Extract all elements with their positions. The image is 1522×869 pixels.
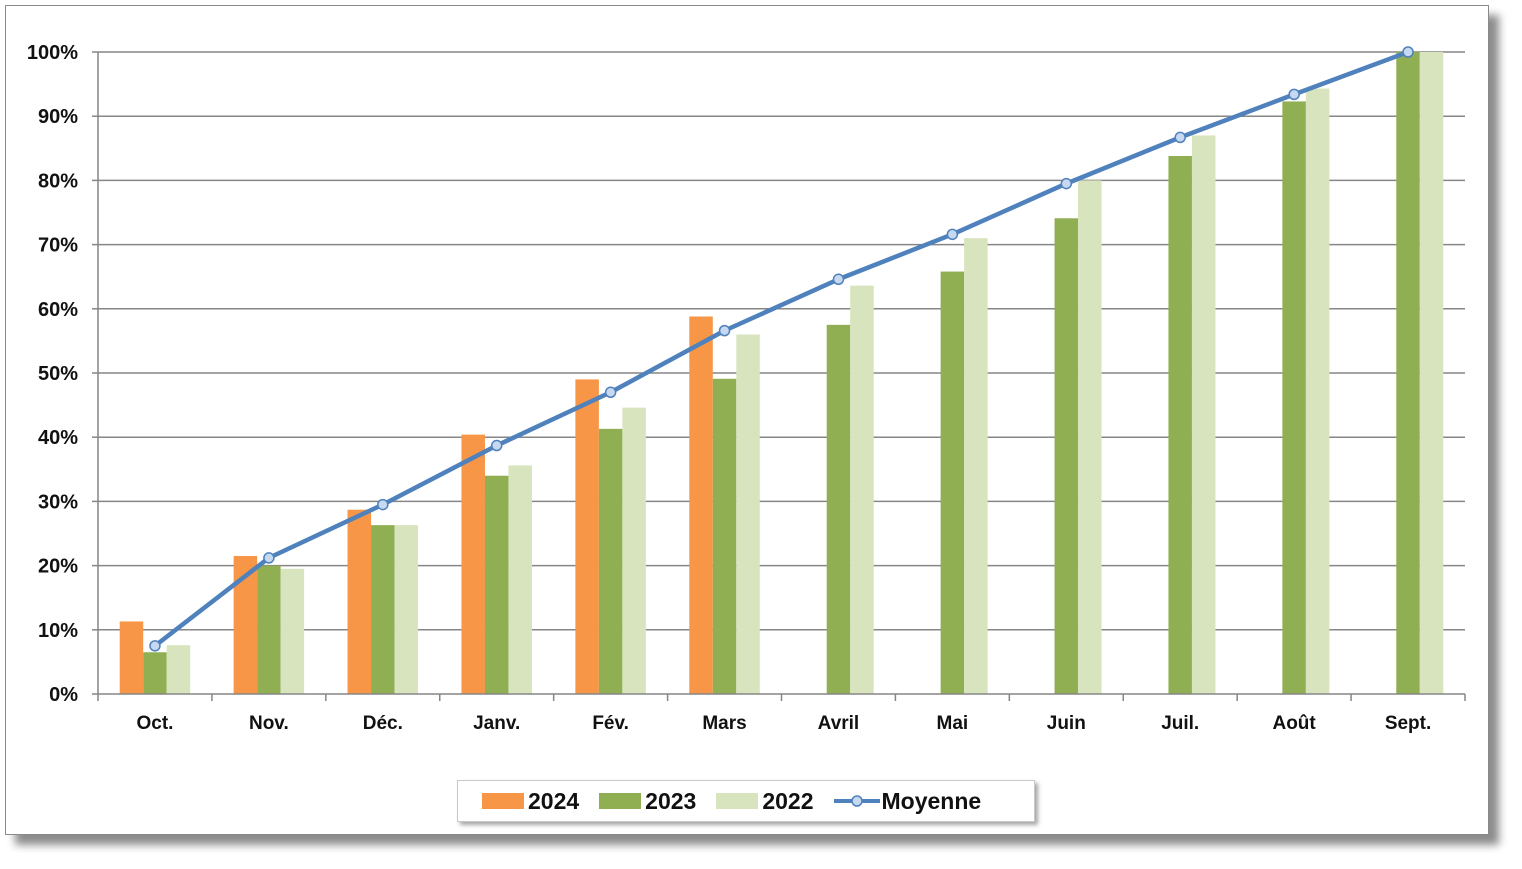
legend-label-2022: 2022 [762,787,814,814]
axes [92,51,1466,701]
bar-2023-8 [1054,218,1079,694]
bar-2024-2 [347,509,372,694]
moyenne-point-6 [832,273,845,286]
y-tick-label: 70% [38,235,78,257]
bar-2022-2 [394,525,419,694]
bar-2022-4 [622,407,646,694]
legend-label-2024: 2024 [528,787,580,814]
legend-label-moyenne: Moyenne [881,787,982,814]
bar-2022-7 [964,238,988,694]
x-category-label: Déc. [363,713,403,734]
y-tick-label: 30% [38,491,78,513]
moyenne-point-5 [718,324,731,337]
bar-2022-6 [850,285,874,694]
moyenne-line [153,49,1409,648]
x-category-label: Sept. [1385,713,1431,734]
bar-2023-11 [1396,52,1420,694]
bar-2023-6 [826,324,851,694]
x-category-label: Oct. [136,713,173,734]
y-tick-label: 20% [38,556,78,578]
bar-2023-10 [1282,101,1306,694]
bar-2023-5 [712,378,737,694]
moyenne-point-1 [263,552,275,564]
bars [119,52,1444,695]
x-category-label: Mars [702,713,746,734]
legend-item-2024: 2024 [482,788,579,815]
x-category-label: Mai [937,713,969,734]
legend-item-2022: 2022 [716,787,814,815]
x-category-label: Nov. [249,713,289,734]
bar-2024-0 [119,621,144,694]
y-axis-tick-labels: 0% 10% 20% 30% 40% 50% 60% 70% 80% 90% 100% [27,42,78,706]
chart-legend: 2024 2023 2022 Moyenne [457,780,1035,822]
legend-label-2023: 2023 [645,787,697,814]
x-category-label: Juin [1047,713,1086,734]
y-tick-label: 80% [38,170,78,192]
x-axis-category-labels: Oct. Nov. Déc. Janv. Fév. Mars Avril Mai Juin Jui… [136,713,1431,734]
bar-2024-1 [233,555,258,694]
x-category-label: Juil. [1161,713,1199,734]
x-category-label: Fév. [592,713,629,734]
bar-2022-10 [1305,88,1330,695]
moyenne-point-7 [946,228,959,241]
legend-item-2023: 2023 [599,788,696,815]
moyenne-point-3 [490,439,503,452]
bar-2024-4 [575,379,599,694]
moyenne-point-8 [1060,177,1073,190]
bar-2022-9 [1191,135,1216,694]
bar-2023-0 [143,652,167,694]
bar-2023-7 [940,271,965,694]
moyenne-point-9 [1174,131,1186,144]
bar-2023-4 [598,428,623,694]
legend-swatch-2023 [599,793,642,809]
moyenne-point-10 [1288,88,1300,101]
moyenne-point-4 [604,386,617,399]
moyenne-point-0 [149,640,161,652]
legend-swatch-2022 [716,793,759,809]
legend-swatch-2024 [482,793,524,809]
y-tick-label: 60% [38,299,78,321]
gridlines [98,51,1465,631]
bar-2023-2 [371,525,395,694]
moyenne-point-2 [377,498,389,511]
average-line-series [149,46,1414,652]
y-tick-label: 40% [38,427,78,449]
bar-2024-5 [689,316,713,694]
bar-2022-11 [1419,52,1444,694]
x-category-label: Janv. [473,713,520,734]
bar-2022-1 [280,568,305,694]
legend-item-moyenne: Moyenne [833,787,982,815]
y-tick-label: 90% [38,106,78,128]
y-tick-label: 0% [49,684,78,706]
legend-line-marker-icon [833,795,880,807]
bar-2022-3 [508,465,532,694]
bar-2024-3 [461,434,485,694]
bar-2023-3 [484,475,509,694]
y-tick-label: 10% [38,620,78,642]
bar-2023-9 [1168,156,1192,694]
bar-2022-5 [736,334,760,694]
y-tick-label: 100% [27,42,78,64]
bar-2022-8 [1078,180,1102,694]
x-category-label: Avril [818,713,860,734]
bar-2022-0 [166,645,191,694]
x-category-label: Août [1272,713,1316,734]
y-tick-label: 50% [38,363,78,385]
moyenne-point-11 [1402,46,1414,58]
bar-2023-1 [257,565,281,694]
